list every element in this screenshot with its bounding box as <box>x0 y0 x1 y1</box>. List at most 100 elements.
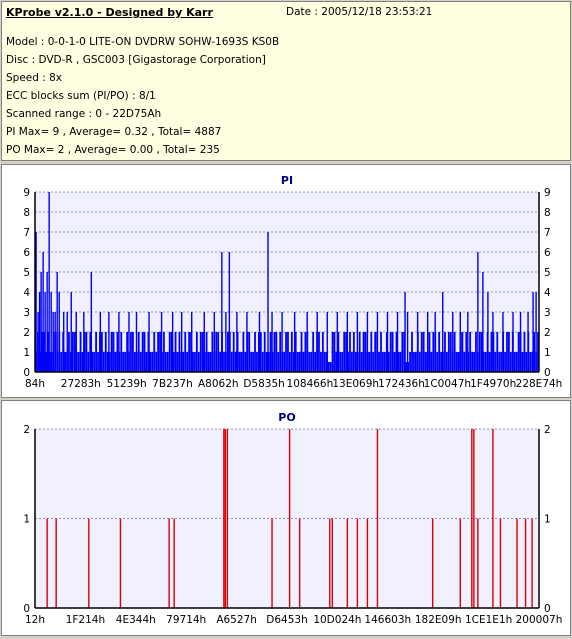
chart-title: PI <box>281 174 293 187</box>
data-spike <box>44 292 46 372</box>
data-bar <box>341 352 344 372</box>
data-bar <box>194 352 196 372</box>
data-spike <box>281 312 283 372</box>
data-bar <box>145 352 148 372</box>
data-bar <box>256 352 258 372</box>
data-bar <box>116 332 119 372</box>
data-bar <box>405 362 408 372</box>
disc-line: Disc : DVD-R , GSC003 [Gigastorage Corpo… <box>6 54 266 66</box>
data-bar <box>139 352 142 372</box>
data-bar <box>211 332 214 372</box>
data-bar <box>490 332 493 372</box>
data-bar <box>95 332 97 372</box>
data-spike <box>118 312 120 372</box>
data-bar <box>130 332 132 372</box>
data-bar <box>184 332 187 372</box>
data-bar <box>106 352 109 372</box>
data-spike <box>512 312 514 372</box>
data-spike <box>271 518 273 608</box>
data-bar <box>529 352 532 372</box>
data-bar <box>372 352 375 372</box>
data-bar <box>132 332 134 372</box>
data-spike <box>452 312 454 372</box>
x-tick-label: 182E09h <box>415 614 462 626</box>
data-spike <box>426 312 429 372</box>
x-tick-label: A8062h <box>198 378 239 390</box>
data-spike <box>226 429 229 608</box>
data-spike <box>224 429 227 608</box>
data-bar <box>453 332 456 372</box>
data-spike <box>492 429 494 608</box>
data-spike <box>35 232 37 372</box>
data-spike <box>46 518 48 608</box>
data-bar <box>362 332 365 372</box>
data-bar <box>513 352 516 372</box>
data-bar <box>143 332 146 372</box>
data-bar <box>314 352 317 372</box>
data-bar <box>259 332 262 372</box>
data-bar <box>517 332 520 372</box>
pi-chart-panel: PI 0 0 1 1 2 2 3 3 4 4 5 5 6 6 7 7 8 8 9 9 84h 27283h 51239h 7B2… <box>1 164 571 398</box>
data-spike <box>516 518 518 608</box>
data-bar <box>164 352 167 372</box>
data-bar <box>446 352 448 372</box>
x-tick-label: 1F4970h <box>470 378 516 390</box>
data-spike <box>58 292 60 372</box>
y-tick-label-left: 4 <box>23 287 30 299</box>
data-spike <box>173 518 175 608</box>
data-bar <box>77 352 80 372</box>
data-spike <box>50 292 52 372</box>
data-bar <box>364 332 367 372</box>
data-bar <box>186 352 189 372</box>
data-bar <box>461 332 464 372</box>
y-tick-label-left: 3 <box>23 307 30 319</box>
data-bar <box>192 352 194 372</box>
data-bar <box>93 352 96 372</box>
data-spike <box>346 312 349 372</box>
data-bar <box>391 332 394 372</box>
data-bar <box>275 332 278 372</box>
data-bar <box>506 332 508 372</box>
x-tick-label: 27283h <box>61 378 101 390</box>
data-spike <box>83 312 85 372</box>
data-bar <box>120 332 123 372</box>
data-spike <box>524 518 527 608</box>
data-spike <box>63 312 65 372</box>
data-bar <box>244 352 247 372</box>
data-bar <box>234 352 237 372</box>
data-bar <box>478 332 481 372</box>
data-bar <box>285 332 287 372</box>
x-tick-label: 13E069h <box>332 378 379 390</box>
data-bar <box>399 352 402 372</box>
data-bar <box>230 352 233 372</box>
data-bar <box>374 332 377 372</box>
data-spike <box>532 292 534 372</box>
data-bar <box>199 332 202 372</box>
data-bar <box>333 332 336 372</box>
data-bar <box>85 332 88 372</box>
data-bar <box>480 332 483 372</box>
y-tick-label-left: 1 <box>23 347 30 359</box>
data-bar <box>414 352 417 372</box>
y-tick-label-right: 2 <box>544 424 551 436</box>
data-spike <box>258 312 261 372</box>
data-spike <box>267 232 269 372</box>
data-spike <box>48 192 50 372</box>
data-bar <box>248 332 251 372</box>
y-tick-label-left: 8 <box>23 207 30 219</box>
data-spike <box>288 429 291 608</box>
data-bar <box>418 352 421 372</box>
x-tick-label: 146603h <box>364 614 411 626</box>
data-bar <box>387 352 390 372</box>
data-bar <box>178 332 181 372</box>
data-bar <box>473 352 475 372</box>
data-spike <box>502 312 504 372</box>
data-bar <box>133 352 136 372</box>
data-bar <box>195 332 198 372</box>
data-bar <box>91 352 94 372</box>
data-bar <box>87 352 90 372</box>
data-bar <box>114 352 117 372</box>
data-bar <box>496 332 499 372</box>
data-spike <box>527 312 529 372</box>
y-tick-label-left: 9 <box>23 187 30 199</box>
